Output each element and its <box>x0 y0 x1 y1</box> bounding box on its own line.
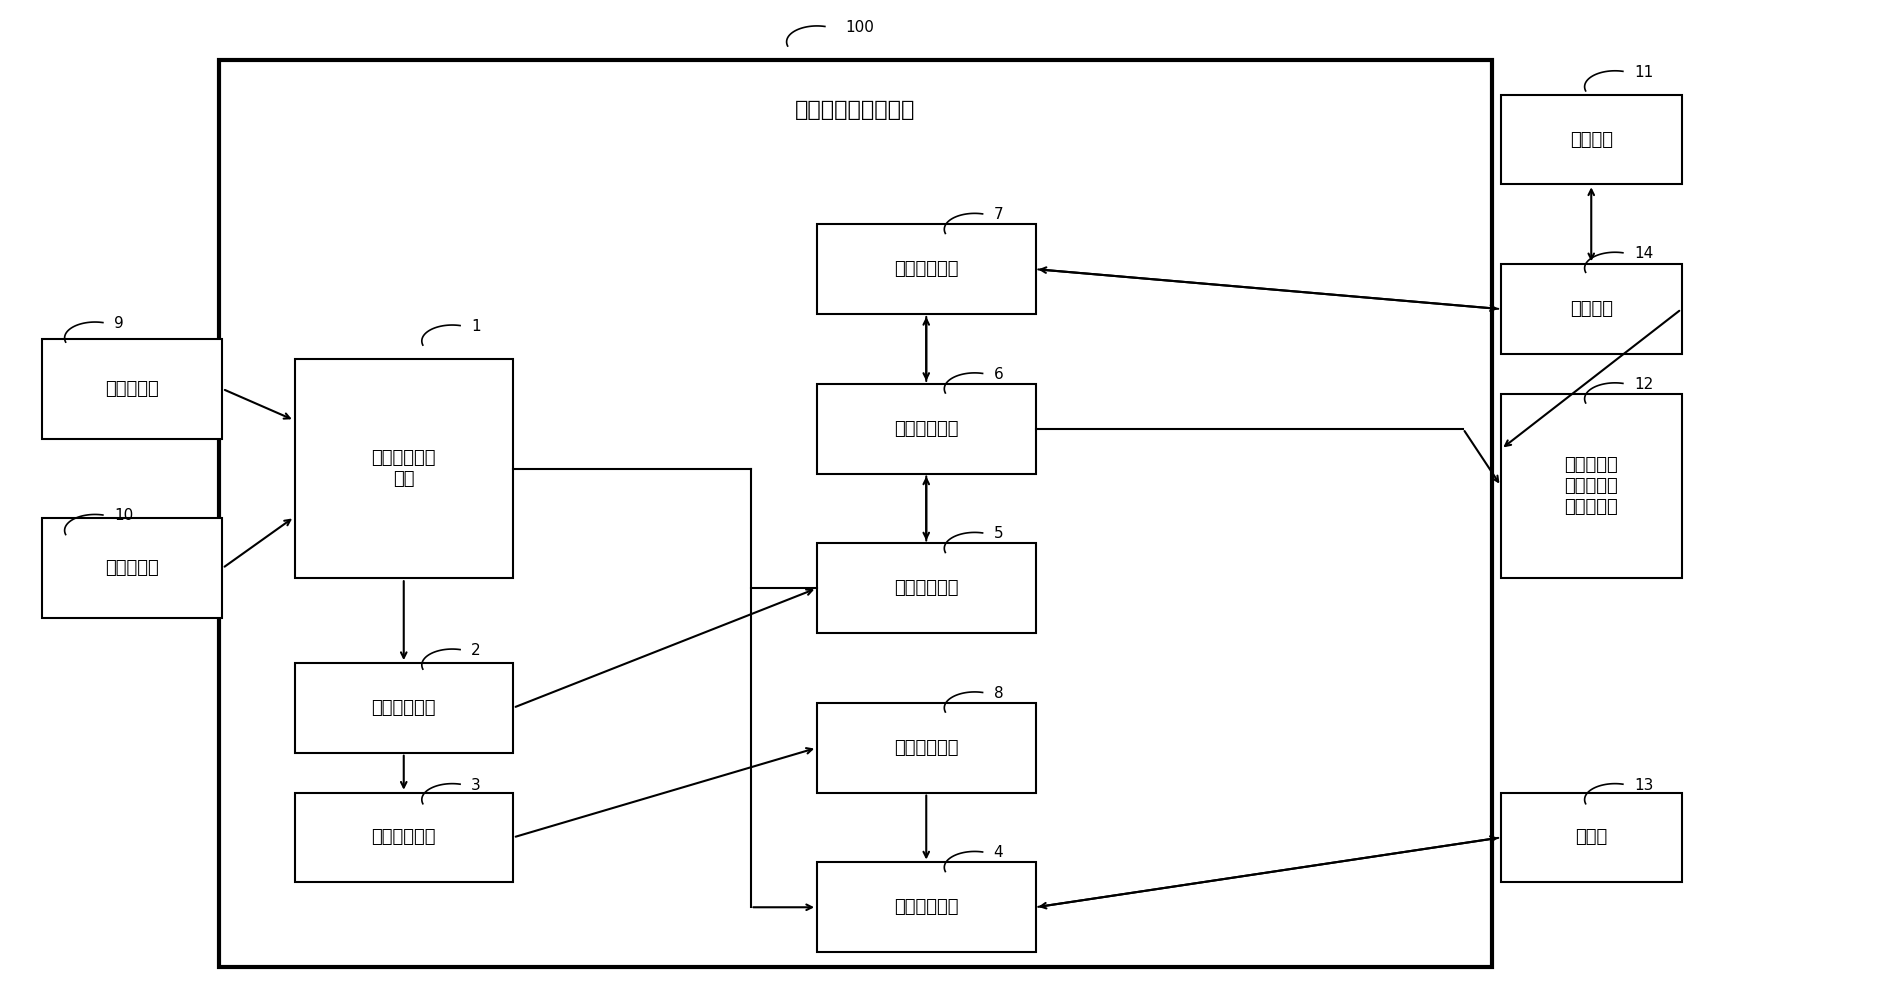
FancyBboxPatch shape <box>817 384 1036 474</box>
Text: 6: 6 <box>994 367 1003 382</box>
Text: 100: 100 <box>846 20 874 35</box>
Text: 语音检测模块: 语音检测模块 <box>372 699 435 717</box>
Text: 9: 9 <box>114 316 124 331</box>
Text: 13: 13 <box>1634 778 1653 793</box>
Text: 2: 2 <box>471 643 481 658</box>
Text: 自身硬件设
备或外部智
能硬件设备: 自身硬件设 备或外部智 能硬件设备 <box>1564 457 1619 515</box>
Text: 音频处理模块: 音频处理模块 <box>895 898 958 916</box>
FancyBboxPatch shape <box>1501 793 1682 882</box>
Text: 云服务器: 云服务器 <box>1569 131 1613 149</box>
Text: 10: 10 <box>114 508 133 523</box>
FancyBboxPatch shape <box>1501 95 1682 184</box>
Text: 7: 7 <box>994 207 1003 222</box>
Text: 12: 12 <box>1634 377 1653 392</box>
Text: 1: 1 <box>471 319 481 334</box>
Text: 音频信号采集
模块: 音频信号采集 模块 <box>372 450 435 488</box>
Text: 语音识别模块: 语音识别模块 <box>895 579 958 597</box>
FancyBboxPatch shape <box>817 543 1036 633</box>
FancyBboxPatch shape <box>294 359 513 578</box>
FancyBboxPatch shape <box>294 663 513 753</box>
Text: 8: 8 <box>994 686 1003 701</box>
Text: 智能控制模块: 智能控制模块 <box>895 420 958 438</box>
FancyBboxPatch shape <box>42 339 222 439</box>
Text: 音频终端: 音频终端 <box>1569 300 1613 318</box>
Text: 智能控制的音频芯片: 智能控制的音频芯片 <box>794 100 916 120</box>
FancyBboxPatch shape <box>294 793 513 882</box>
FancyBboxPatch shape <box>218 60 1492 967</box>
FancyBboxPatch shape <box>1501 394 1682 578</box>
Text: 5: 5 <box>994 526 1003 541</box>
FancyBboxPatch shape <box>1501 264 1682 354</box>
FancyBboxPatch shape <box>817 224 1036 314</box>
FancyBboxPatch shape <box>817 703 1036 793</box>
Text: 3: 3 <box>471 778 481 793</box>
Text: 主动降噪模块: 主动降噪模块 <box>895 739 958 757</box>
Text: 扬声器: 扬声器 <box>1575 829 1607 846</box>
Text: 4: 4 <box>994 845 1003 860</box>
Text: 11: 11 <box>1634 65 1653 80</box>
Text: 第一麦克风: 第一麦克风 <box>104 380 160 398</box>
Text: 增益更新模块: 增益更新模块 <box>372 829 435 846</box>
FancyBboxPatch shape <box>42 518 222 618</box>
Text: 第二麦克风: 第二麦克风 <box>104 559 160 577</box>
Text: 无线通信模块: 无线通信模块 <box>895 260 958 278</box>
FancyBboxPatch shape <box>817 862 1036 952</box>
Text: 14: 14 <box>1634 246 1653 261</box>
